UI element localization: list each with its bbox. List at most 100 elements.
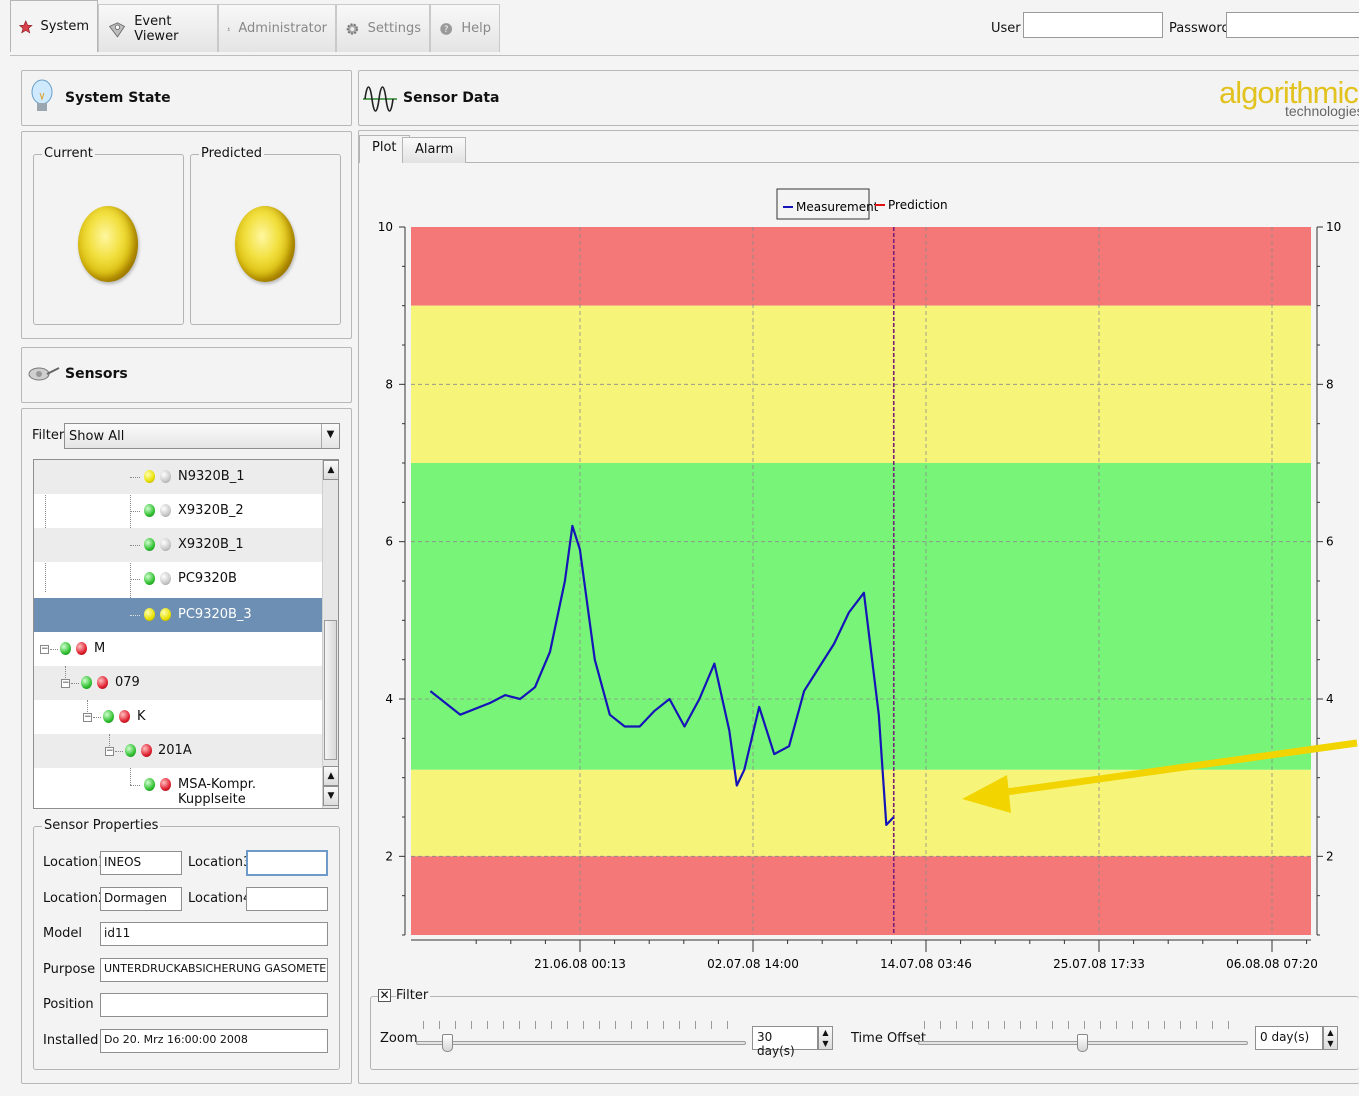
current-state-indicator: [78, 206, 138, 282]
tree-line: [45, 460, 46, 592]
filter-checkbox[interactable]: ✕: [378, 988, 391, 1002]
scroll-up-icon[interactable]: ▲: [323, 766, 339, 786]
status-dot-icon: [160, 470, 171, 483]
status-dot-icon: [103, 710, 114, 723]
zoom-slider-thumb[interactable]: [442, 1034, 453, 1052]
scroll-down-icon[interactable]: ▼: [323, 786, 339, 806]
tab-divider: [359, 162, 1359, 163]
y-tick-label-right: 2: [1326, 849, 1334, 863]
x-tick-label: 21.06.08 00:13: [534, 957, 626, 971]
status-dot-icon: [144, 470, 155, 483]
model-field[interactable]: id11: [100, 922, 328, 946]
time-offset-ticks: [924, 1021, 1242, 1029]
location1-field[interactable]: INEOS: [100, 851, 182, 875]
tab-alarm-label: Alarm: [415, 142, 454, 157]
lightbulb-icon: [31, 79, 53, 111]
location4-field[interactable]: [246, 887, 328, 911]
sensor-tree[interactable]: N9320B_1 X9320B_2 X9320B_1 PC9320B PC932…: [33, 459, 339, 809]
tab-plot[interactable]: Plot: [359, 135, 410, 163]
alarm-band-yellow: [411, 769, 1311, 857]
x-tick-label: 25.07.08 17:33: [1053, 957, 1145, 971]
tree-item[interactable]: − 079: [34, 666, 322, 700]
waveform-icon: [363, 86, 397, 112]
position-field[interactable]: [100, 993, 328, 1017]
filter-select[interactable]: Show All ▼: [64, 423, 340, 449]
chevron-down-icon[interactable]: ▼: [321, 424, 339, 448]
scroll-thumb[interactable]: [324, 620, 337, 760]
scroll-up-icon[interactable]: ▲: [323, 460, 339, 480]
time-offset-slider-thumb[interactable]: [1077, 1034, 1088, 1052]
location2-field[interactable]: Dormagen: [100, 887, 182, 911]
tab-system[interactable]: System: [10, 0, 98, 52]
sensor-properties-box: Sensor Properties: [33, 818, 340, 1070]
installed-field[interactable]: Do 20. Mrz 16:00:00 2008: [100, 1029, 328, 1053]
sensor-data-header: Sensor Data algorithmica technologies: [358, 70, 1359, 126]
tree-item-label: M: [94, 641, 106, 656]
status-dot-icon: [160, 538, 171, 551]
status-dot-icon: [144, 572, 155, 585]
status-dot-icon: [144, 778, 155, 791]
location2-label: Location2: [43, 891, 107, 906]
sensor-icon: [28, 367, 60, 381]
tree-item[interactable]: PC9320B: [34, 562, 322, 596]
time-offset-label: Time Offset: [851, 1031, 927, 1046]
zoom-stepper-icon[interactable]: ▲ ▼: [818, 1026, 833, 1050]
tree-item[interactable]: − K: [34, 700, 322, 734]
expand-toggle-icon[interactable]: −: [105, 746, 114, 756]
predicted-state-box: Predicted: [190, 146, 341, 325]
tab-help[interactable]: ? Help: [430, 4, 500, 52]
top-tab-bar: [10, 6, 1359, 56]
zoom-ticks: [423, 1021, 741, 1029]
tab-administrator[interactable]: Administrator: [218, 4, 336, 52]
tab-help-label: Help: [461, 21, 491, 36]
tree-item-selected[interactable]: PC9320B_3: [34, 598, 322, 632]
location1-label: Location1: [43, 855, 107, 870]
tree-item[interactable]: X9320B_2: [34, 494, 322, 528]
purpose-field[interactable]: UNTERDRUCKABSICHERUNG GASOMETER: [100, 958, 328, 982]
location3-label: Location3: [188, 855, 252, 870]
tree-item-label: X9320B_2: [178, 503, 244, 518]
tree-item-label: X9320B_1: [178, 537, 244, 552]
x-tick-label: 02.07.08 14:00: [707, 957, 799, 971]
time-offset-spinbox[interactable]: 0 day(s): [1255, 1026, 1323, 1050]
zoom-label: Zoom: [380, 1031, 418, 1046]
sensor-properties-title: Sensor Properties: [42, 818, 161, 833]
tab-system-label: System: [40, 19, 89, 34]
user-label: User: [991, 21, 1021, 36]
time-offset-stepper-icon[interactable]: ▲ ▼: [1323, 1026, 1338, 1050]
tab-settings[interactable]: Settings: [336, 4, 430, 52]
alarm-band-green: [411, 463, 1311, 770]
password-input[interactable]: [1226, 12, 1359, 38]
y-tick-label-left: 8: [385, 377, 393, 391]
tab-alarm[interactable]: Alarm: [402, 137, 467, 163]
tree-item[interactable]: − M: [34, 632, 322, 666]
status-dot-icon: [160, 608, 171, 621]
alarm-band-red: [411, 856, 1311, 935]
sensors-title: Sensors: [65, 366, 128, 382]
tab-event-viewer[interactable]: Event Viewer: [98, 4, 218, 52]
expand-toggle-icon[interactable]: −: [83, 712, 92, 722]
status-dot-icon: [60, 642, 71, 655]
zoom-spinbox[interactable]: 30 day(s): [752, 1026, 818, 1058]
installed-label: Installed: [43, 1033, 99, 1048]
user-input[interactable]: [1023, 12, 1163, 38]
location4-label: Location4: [188, 891, 252, 906]
tab-event-viewer-label: Event Viewer: [134, 13, 179, 44]
y-tick-label-left: 10: [378, 220, 393, 234]
tree-item[interactable]: N9320B_1: [34, 460, 322, 494]
expand-toggle-icon[interactable]: −: [40, 644, 49, 654]
tree-item-label: K: [137, 709, 146, 724]
tree-item[interactable]: X9320B_1: [34, 528, 322, 562]
zoom-slider[interactable]: [416, 1041, 746, 1045]
filter-label: Filter: [32, 428, 65, 443]
tree-item[interactable]: MSA-Kompr. Kupplseite: [34, 768, 322, 807]
brand-logo: algorithmica: [1219, 75, 1359, 110]
location3-field[interactable]: [246, 850, 328, 876]
current-state-box: Current: [33, 146, 184, 325]
status-dot-icon: [144, 608, 155, 621]
tree-scrollbar[interactable]: ▲ ▲ ▼: [322, 460, 339, 808]
tree-item[interactable]: − 201A: [34, 734, 322, 768]
y-tick-label-right: 10: [1326, 220, 1341, 234]
expand-toggle-icon[interactable]: −: [61, 678, 70, 688]
predicted-label: Predicted: [199, 146, 265, 161]
